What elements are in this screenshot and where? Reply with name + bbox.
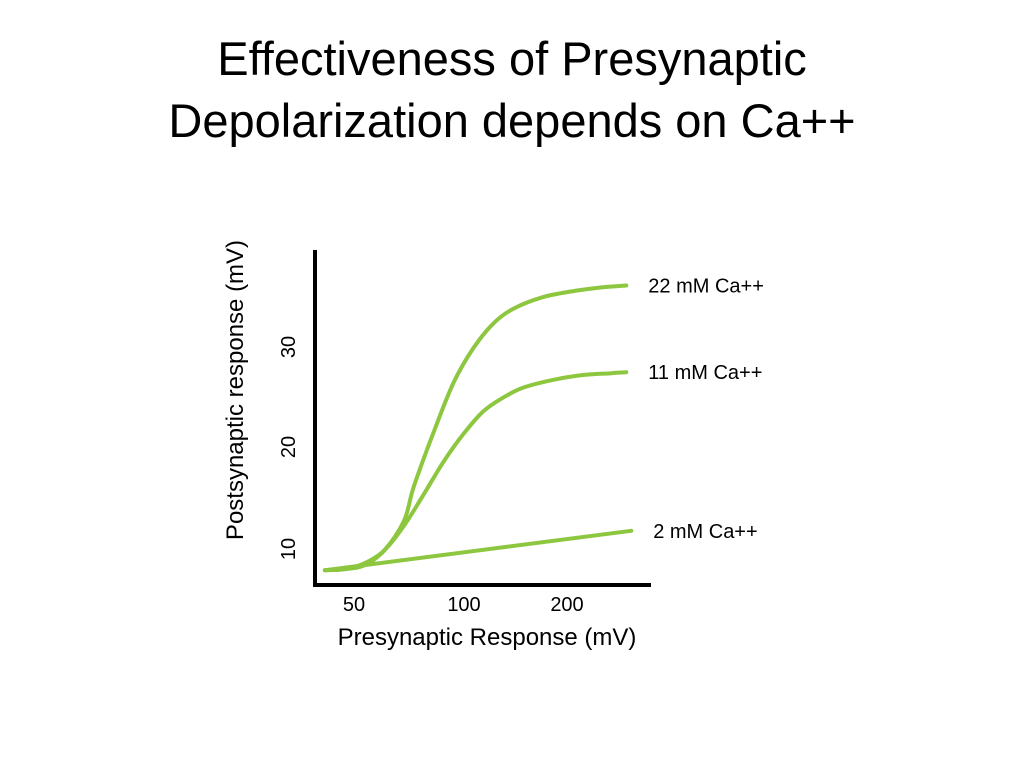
slide-title-line-1: Effectiveness of Presynaptic xyxy=(217,32,807,85)
series-label-3: 2 mM Ca++ xyxy=(653,521,757,543)
series-layer: 22 mM Ca++ 11 mM Ca++ 2 mM Ca++ xyxy=(322,276,764,573)
y-axis-title: Postsynaptic response (mV) xyxy=(222,240,249,540)
x-axis-title: Presynaptic Response (mV) xyxy=(338,624,637,651)
series-label-1: 22 mM Ca++ xyxy=(648,276,764,298)
chart-axes xyxy=(313,250,651,587)
x-tick-label: 50 xyxy=(343,594,365,616)
y-tick-label: 30 xyxy=(278,336,300,358)
slide-title: Effectiveness of Presynaptic Depolarizat… xyxy=(0,28,1024,152)
x-tick-label: 200 xyxy=(550,594,583,616)
y-tick-label: 20 xyxy=(278,436,300,458)
y-tick-label: 10 xyxy=(278,538,300,560)
series-label-2: 11 mM Ca++ xyxy=(648,362,762,384)
slide-title-line-2: Depolarization depends on Ca++ xyxy=(168,94,856,147)
x-tick-label: 100 xyxy=(447,594,480,616)
series-line-1 xyxy=(322,283,629,573)
series-line-2 xyxy=(322,370,629,573)
series-line-3 xyxy=(322,528,634,573)
tick-label-layer: 50 100 200 10 20 30 xyxy=(278,336,584,616)
